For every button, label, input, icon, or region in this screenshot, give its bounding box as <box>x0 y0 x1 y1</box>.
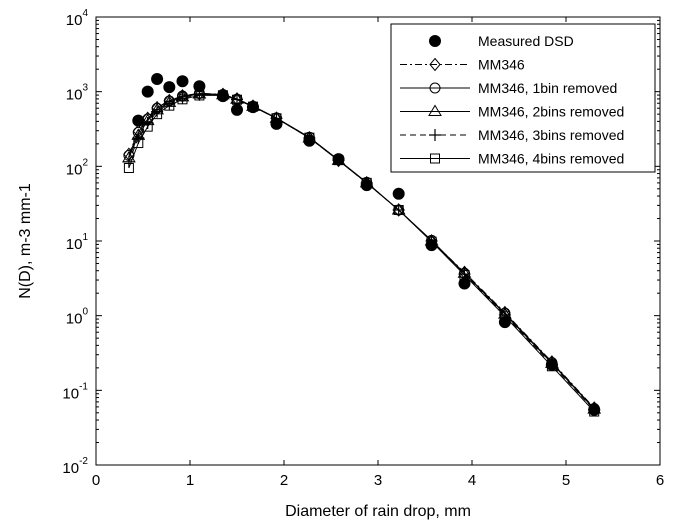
axis-ticks <box>95 16 661 466</box>
data-point <box>589 406 600 417</box>
data-point <box>232 94 242 105</box>
legend-marker <box>429 129 441 141</box>
legend-label: MM346, 2bins removed <box>478 104 624 120</box>
y-tick-label: 102 <box>66 157 89 178</box>
legend: Measured DSD MM346 MM346, 1bin removed MM34… <box>390 23 656 173</box>
data-point <box>194 90 205 101</box>
x-tick-label: 5 <box>562 472 570 489</box>
legend-entry: MM346, 4bins removed <box>400 151 624 167</box>
series-line <box>128 94 595 412</box>
legend-entry: MM346, 2bins removed <box>400 104 624 120</box>
data-point <box>546 361 557 372</box>
legend-label: MM346, 4bins removed <box>478 151 624 167</box>
legend-marker <box>428 104 442 116</box>
y-tick-label: 100 <box>66 307 89 328</box>
data-point <box>152 109 163 120</box>
legend-marker <box>430 153 440 164</box>
x-tick-label: 0 <box>92 472 100 489</box>
data-point <box>177 94 188 105</box>
legend-label: MM346, 3bins removed <box>478 127 624 143</box>
data-point <box>133 138 144 149</box>
legend-box <box>390 23 656 173</box>
data-point <box>142 121 153 132</box>
data-point <box>151 72 164 85</box>
data-point <box>247 101 258 112</box>
data-point <box>458 277 471 290</box>
data-point <box>123 162 134 173</box>
data-point <box>163 81 176 94</box>
x-tick-label: 1 <box>186 472 194 489</box>
data-point <box>164 100 175 111</box>
data-point <box>393 205 404 216</box>
y-tick-label: 10-1 <box>62 381 88 402</box>
data-point <box>132 114 145 127</box>
data-point <box>141 85 154 98</box>
y-axis-label: N(D), m-3 mm-1 <box>17 183 34 299</box>
data-point <box>271 113 282 124</box>
legend-label: MM346, 1bin removed <box>478 80 617 96</box>
data-point <box>176 75 189 88</box>
x-tick-label: 4 <box>468 472 476 489</box>
data-point <box>333 155 344 166</box>
tick-labels: 0 1 2 3 4 5 6 10-2 10-1 100 101 102 103 104 <box>62 8 664 489</box>
data-point <box>132 131 145 144</box>
legend-label: Measured DSD <box>478 33 574 49</box>
legend-entry: MM346, 1bin removed <box>400 80 617 96</box>
data-point <box>361 177 372 188</box>
legend-marker <box>429 35 441 47</box>
legend-label: MM346 <box>478 57 525 73</box>
legend-entry: Measured DSD <box>429 33 574 49</box>
x-tick-label: 3 <box>374 472 382 489</box>
y-tick-label: 103 <box>66 83 89 104</box>
legend-marker <box>429 57 441 72</box>
y-tick-label: 101 <box>66 232 89 253</box>
y-tick-label: 10-2 <box>62 456 88 477</box>
x-tick-label: 2 <box>280 472 288 489</box>
data-point <box>122 155 135 168</box>
series-5 <box>123 90 600 417</box>
x-axis-label: Diameter of rain drop, mm <box>285 503 471 520</box>
legend-marker <box>429 82 441 94</box>
data-point <box>426 236 437 247</box>
data-point <box>231 103 243 116</box>
data-point <box>304 132 315 143</box>
data-point <box>392 187 405 200</box>
series-layer <box>122 72 602 417</box>
data-point <box>499 311 510 322</box>
data-point <box>459 270 470 281</box>
data-point <box>217 90 228 101</box>
y-tick-label: 104 <box>66 8 89 29</box>
legend-entry: MM346 <box>400 57 525 73</box>
legend-entry: MM346, 3bins removed <box>400 127 624 143</box>
x-tick-label: 6 <box>656 472 664 489</box>
